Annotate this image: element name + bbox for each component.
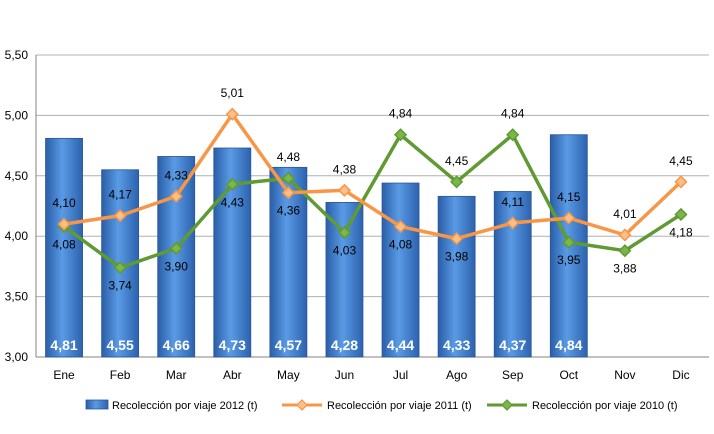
series-2010-value-label: 3,90 [165,259,189,273]
x-tick-label: Dic [672,368,689,382]
y-tick-label: 3,00 [5,350,29,364]
axes: 3,00 3,50 4,00 4,50 5,00 5,50 Ene Feb Mar Abr May J… [5,48,709,382]
series-2010-value-label: 4,08 [52,238,76,252]
x-tick-label: Ago [446,368,468,382]
series-2010-value-label: 4,45 [445,154,469,168]
x-tick-label: Mar [166,368,187,382]
bar-value-label: 4,73 [219,337,246,353]
x-tick-label: Feb [110,368,131,382]
series-2011-value-label: 4,10 [52,196,76,210]
x-tick-label: Nov [614,368,635,382]
line-series [57,107,688,275]
bar [437,195,476,358]
y-tick-label: 5,00 [5,108,29,122]
series-2010-value-label: 3,88 [613,262,637,276]
x-tick-label: Jul [393,368,408,382]
x-tick-label: Oct [559,368,578,382]
legend-marker-2011 [296,399,308,411]
bar [381,182,420,358]
legend-label-2011: Recolección por viaje 2011 (t) [327,400,472,412]
series-2010-line [63,132,682,270]
x-tick-label: Abr [223,368,242,382]
bar-value-label: 4,57 [275,337,302,353]
bar [325,201,364,358]
bar [493,191,532,358]
series-2011-point [562,211,576,225]
x-tick-label: Jun [335,368,354,382]
series-2011-value-label: 4,36 [277,204,301,218]
legend-marker-2010 [501,399,513,411]
series-2011-value-label: 4,11 [501,195,524,209]
x-tick-label: Ene [53,368,75,382]
series-2010-point [450,175,464,189]
series-2010-value-label: 4,48 [277,150,301,164]
bar [157,156,196,358]
series-2011-point [393,219,408,234]
series-2011-line [63,112,683,241]
bar-value-label: 4,28 [331,337,358,353]
series-2011-value-label: 4,38 [333,162,357,176]
series-2011-value-label: 4,15 [557,190,581,204]
series-2010-point [281,171,295,185]
data-labels: 4,81 4,55 4,66 4,73 4,57 4,28 4,44 4,33 4,37 4,84… [50,86,693,353]
series-2010-value-label: 4,03 [333,244,357,258]
series-2011-point [169,189,183,203]
bar-value-label: 4,37 [499,337,526,353]
series-2011-point [337,183,352,197]
series-2011-value-label: 3,98 [445,250,469,264]
series-2011-point [618,228,632,242]
series-2011-value-label: 4,45 [669,154,693,168]
series-2010-point [113,261,127,275]
series-2010-point [225,177,239,191]
series-2011-point [506,216,520,230]
legend-swatch-2012 [85,399,109,410]
series-2010-value-label: 4,84 [389,107,413,121]
legend: Recolección por viaje 2012 (t) Recolecció… [85,399,678,412]
series-2011-point [57,217,71,231]
y-tick-label: 5,50 [5,48,29,62]
series-2011-value-label: 4,17 [108,188,132,202]
bar-value-label: 4,44 [387,337,414,353]
y-tick-label: 4,00 [5,229,29,243]
series-2010-value-label: 3,74 [108,279,132,293]
series-2010-point [506,128,520,142]
x-tick-label: May [277,368,300,382]
series-2010-point [674,207,688,222]
series-2011-value-label: 5,01 [221,86,245,100]
bar-series [45,134,588,358]
series-2010-value-label: 4,84 [501,107,525,121]
series-2010-value-label: 4,43 [221,195,245,209]
series-2010-point [562,235,576,249]
y-tick-label: 3,50 [5,290,29,304]
series-2010-value-label: 3,95 [557,253,581,267]
series-2011-value-label: 4,08 [389,238,413,252]
series-2011-value-label: 4,33 [165,168,189,182]
series-2010-point [169,241,183,255]
bar-value-label: 4,55 [107,337,134,353]
bar [45,137,83,358]
bar-value-label: 4,66 [163,337,190,353]
series-2010-value-label: 4,18 [669,225,693,239]
bar-value-label: 4,84 [555,337,582,353]
series-2010-point [618,244,632,258]
legend-label-2012: Recolección por viaje 2012 (t) [112,400,258,412]
series-2011-value-label: 4,01 [613,207,637,221]
series-2010-point [337,226,352,240]
bar-value-label: 4,33 [443,337,470,353]
series-2011-point [113,209,127,223]
bar-value-label: 4,81 [50,337,77,353]
series-2010-point [393,128,408,142]
series-2011-point [674,175,688,189]
legend-label-2010: Recolección por viaje 2010 (t) [532,400,678,412]
x-tick-label: Sep [502,368,524,382]
series-2011-point [281,186,295,200]
series-2011-point [225,107,239,121]
y-tick-label: 4,50 [5,169,29,183]
series-2011-point [450,232,464,246]
